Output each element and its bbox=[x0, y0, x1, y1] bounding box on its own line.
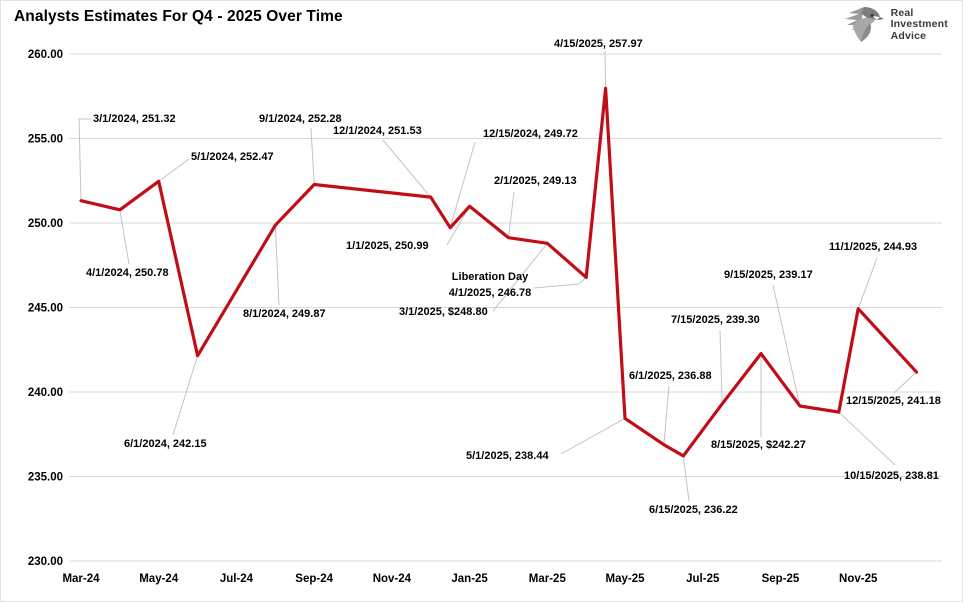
data-point-label: 5/1/2024, 252.47 bbox=[191, 151, 274, 163]
data-point-label: 11/1/2025, 244.93 bbox=[829, 241, 917, 253]
x-tick-label: Jul-24 bbox=[220, 573, 254, 585]
data-point-label: 7/15/2025, 239.30 bbox=[671, 314, 760, 326]
x-tick-label: May-25 bbox=[606, 573, 646, 585]
data-point-label: 8/1/2024, 249.87 bbox=[243, 308, 326, 320]
logo-text: Real Investment Advice bbox=[890, 6, 948, 43]
data-point-label: 5/1/2025, 238.44 bbox=[466, 450, 549, 462]
logo-line-1: Real bbox=[890, 6, 914, 19]
data-point-label: 9/1/2024, 252.28 bbox=[259, 113, 342, 125]
data-point-label: 6/1/2025, 236.88 bbox=[629, 370, 712, 382]
series-line bbox=[79, 86, 919, 458]
annotation-leader-line bbox=[719, 329, 723, 404]
y-tick-label: 250.00 bbox=[28, 218, 63, 230]
data-point-label: 12/15/2024, 249.72 bbox=[483, 128, 578, 140]
annotation-leader-line bbox=[274, 225, 280, 306]
data-point-label: 12/1/2024, 251.53 bbox=[333, 125, 422, 137]
annotation-leader-line bbox=[893, 371, 917, 394]
annotation-leader-line bbox=[78, 118, 91, 201]
y-tick-label: 240.00 bbox=[28, 387, 63, 399]
data-point-label: 4/1/2024, 250.78 bbox=[86, 267, 169, 279]
annotation-leader-line bbox=[449, 141, 476, 228]
data-point-label: 4/1/2025, 246.78 bbox=[449, 287, 532, 299]
data-point-label: 3/1/2024, 251.32 bbox=[93, 113, 176, 125]
annotation-leader-line bbox=[560, 417, 626, 455]
annotation-leader-line bbox=[838, 411, 896, 466]
x-tick-label: Nov-24 bbox=[373, 573, 412, 585]
y-tick-label: 255.00 bbox=[28, 134, 63, 146]
data-point-label: Liberation Day bbox=[452, 271, 529, 283]
annotation-leader-line bbox=[857, 257, 878, 309]
logo-line-2: Investment bbox=[890, 18, 948, 31]
y-tick-label: 230.00 bbox=[28, 556, 63, 568]
annotation-leader-line bbox=[533, 277, 587, 289]
data-point-label: 8/15/2025, $242.27 bbox=[711, 439, 806, 451]
x-tick-label: Mar-24 bbox=[62, 573, 100, 585]
annotation-leader-line bbox=[507, 191, 515, 238]
x-tick-label: Jul-25 bbox=[686, 573, 720, 585]
annotation-leader-line bbox=[663, 385, 670, 445]
data-point-label: 6/1/2024, 242.15 bbox=[124, 438, 207, 450]
data-point-label: 2/1/2025, 249.13 bbox=[494, 175, 577, 187]
x-tick-label: Jan-25 bbox=[451, 573, 488, 585]
y-tick-label: 245.00 bbox=[28, 303, 63, 315]
annotation-leader-line bbox=[382, 139, 432, 198]
y-tick-label: 260.00 bbox=[28, 49, 63, 61]
annotation-leader-line bbox=[119, 209, 130, 265]
data-point-label: 4/15/2025, 257.97 bbox=[554, 38, 643, 50]
annotation-leader-line bbox=[158, 158, 190, 182]
x-tick-label: Nov-25 bbox=[839, 573, 878, 585]
x-tick-label: Sep-24 bbox=[295, 573, 333, 585]
eagle-icon bbox=[844, 7, 884, 42]
data-point-label: 10/15/2025, 238.81 bbox=[844, 470, 939, 482]
annotation-leader-line bbox=[310, 127, 315, 185]
x-tick-label: May-24 bbox=[139, 573, 179, 585]
annotation-leader-line bbox=[492, 242, 548, 312]
annotation-leader-line bbox=[682, 455, 690, 502]
data-point-label: 3/1/2025, $248.80 bbox=[399, 306, 488, 318]
x-tick-label: Mar-25 bbox=[529, 573, 567, 585]
y-tick-label: 235.00 bbox=[28, 472, 63, 484]
annotation-leader-line bbox=[172, 355, 199, 436]
ria-logo: Real Investment Advice bbox=[839, 6, 948, 44]
data-point-label: 9/15/2025, 239.17 bbox=[724, 269, 813, 281]
logo-line-3: Advice bbox=[890, 29, 927, 42]
annotation-leader-line bbox=[604, 50, 607, 89]
data-point-label: 1/1/2025, 250.99 bbox=[346, 240, 429, 252]
chart-title: Analysts Estimates For Q4 - 2025 Over Ti… bbox=[14, 8, 343, 25]
annotation-leader-line bbox=[772, 284, 801, 407]
data-point-label: 12/15/2025, 241.18 bbox=[846, 395, 941, 407]
data-point-label: 6/15/2025, 236.22 bbox=[649, 504, 738, 516]
x-tick-label: Sep-25 bbox=[762, 573, 800, 585]
